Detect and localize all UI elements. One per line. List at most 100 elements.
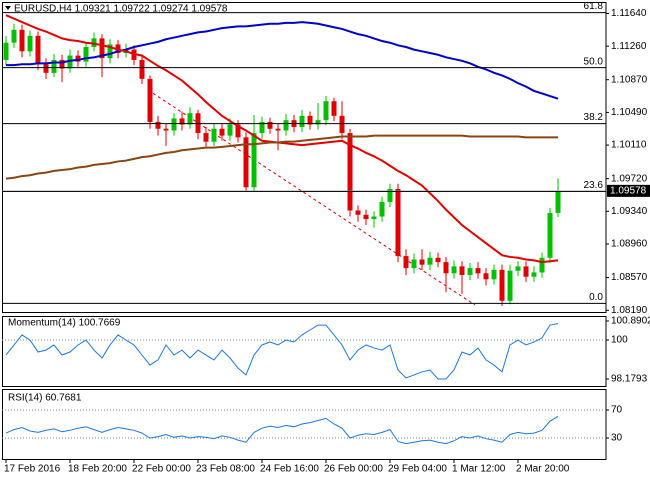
candle-body <box>523 266 529 277</box>
candle-body <box>3 42 9 60</box>
y-tick-label: 30 <box>611 433 623 444</box>
y-tick-label: 1.09340 <box>611 206 648 217</box>
candle-body <box>267 121 273 129</box>
candle-body <box>51 59 57 73</box>
candle-body <box>427 257 433 265</box>
candle-body <box>219 128 225 136</box>
x-tick-label: 18 Feb 20:00 <box>68 464 127 475</box>
candle-body <box>27 35 33 52</box>
indicator-line <box>5 323 559 380</box>
x-tick-label: 23 Feb 08:00 <box>196 464 255 475</box>
last-price-label: 1.09578 <box>610 186 647 197</box>
x-tick-label: 17 Feb 2016 <box>4 464 61 475</box>
candle-body <box>443 262 449 274</box>
candle-body <box>179 118 185 125</box>
fib-label: 0.0 <box>589 292 603 303</box>
candle-body <box>515 266 521 271</box>
y-tick-label: 100 <box>611 335 628 346</box>
candle-body <box>171 118 177 131</box>
fib-label: 38.2 <box>584 112 604 123</box>
candle-body <box>411 259 417 269</box>
candle-body <box>203 133 209 142</box>
panel-title: Momentum(14) 100.7669 <box>8 318 121 329</box>
candle-body <box>315 120 321 125</box>
candle-body <box>371 216 377 220</box>
candle-body <box>555 190 561 213</box>
candle-body <box>139 59 145 79</box>
y-tick-label: 1.11260 <box>611 41 647 52</box>
candle-body <box>379 201 385 217</box>
indicator-line <box>5 416 559 445</box>
x-tick-label: 24 Feb 16:00 <box>260 464 319 475</box>
candle-body <box>395 188 401 257</box>
candle-body <box>11 29 17 43</box>
candle-body <box>347 133 353 211</box>
candle-body <box>243 137 249 188</box>
candle-body <box>539 257 545 273</box>
candle-body <box>435 257 441 263</box>
candle-body <box>155 121 161 129</box>
y-tick-label: 1.09720 <box>611 173 648 184</box>
y-tick-label: 1.10870 <box>611 74 648 85</box>
candle-body <box>363 214 369 220</box>
candle-body <box>475 268 481 274</box>
candle-body <box>355 210 361 215</box>
candle-body <box>43 64 49 73</box>
candle-body <box>307 115 313 125</box>
candle-body <box>235 124 241 138</box>
candle-body <box>547 212 553 258</box>
fib-label: 61.8 <box>584 1 604 12</box>
candle-body <box>275 128 281 131</box>
candle-body <box>467 268 473 276</box>
candle-body <box>339 115 345 134</box>
y-tick-label: 1.08570 <box>611 272 648 283</box>
candle-body <box>403 256 409 269</box>
candle-body <box>283 120 289 131</box>
candle-body <box>259 121 265 134</box>
candle-body <box>19 29 25 52</box>
rsi-panel-border <box>2 389 607 460</box>
candle-body <box>59 59 65 69</box>
y-tick-label: 1.08960 <box>611 239 648 250</box>
candle-body <box>75 55 81 62</box>
y-tick-label: 100.8902 <box>611 316 650 327</box>
candle-body <box>67 55 73 69</box>
x-tick-label: 2 Mar 20:00 <box>516 464 570 475</box>
x-tick-label: 29 Feb 04:00 <box>388 464 447 475</box>
y-tick-label: 1.10110 <box>611 140 647 151</box>
panel-title: EURUSD,H4 1.09321 1.09722 1.09274 1.0957… <box>14 4 228 15</box>
candle-body <box>499 269 505 301</box>
candle-body <box>507 270 513 301</box>
x-tick-label: 26 Feb 00:00 <box>324 464 383 475</box>
candle-body <box>227 124 233 136</box>
y-tick-label: 98.1793 <box>611 374 648 385</box>
y-tick-label: 1.11640 <box>611 8 647 19</box>
x-tick-label: 22 Feb 00:00 <box>132 464 191 475</box>
trend-line <box>147 89 476 306</box>
main-panel-border <box>2 2 607 313</box>
moving-average <box>5 134 558 180</box>
candle-body <box>299 115 305 128</box>
y-tick-label: 70 <box>611 405 623 416</box>
candle-body <box>459 266 465 276</box>
candle-body <box>387 188 393 202</box>
candle-body <box>491 269 497 280</box>
candle-body <box>331 101 337 116</box>
panel-title: RSI(14) 60.7681 <box>8 393 82 404</box>
fib-label: 23.6 <box>584 180 604 191</box>
y-tick-label: 1.10490 <box>611 107 648 118</box>
candle-body <box>163 128 169 131</box>
candle-body <box>147 78 153 122</box>
candle-body <box>83 47 89 62</box>
fib-label: 50.0 <box>584 56 604 67</box>
last-price-box <box>607 184 650 197</box>
candle-body <box>35 35 41 65</box>
moving-average <box>6 21 559 100</box>
menu-triangle <box>5 6 11 10</box>
candle-body <box>99 38 105 59</box>
candle-body <box>531 272 537 277</box>
candle-body <box>251 133 257 188</box>
